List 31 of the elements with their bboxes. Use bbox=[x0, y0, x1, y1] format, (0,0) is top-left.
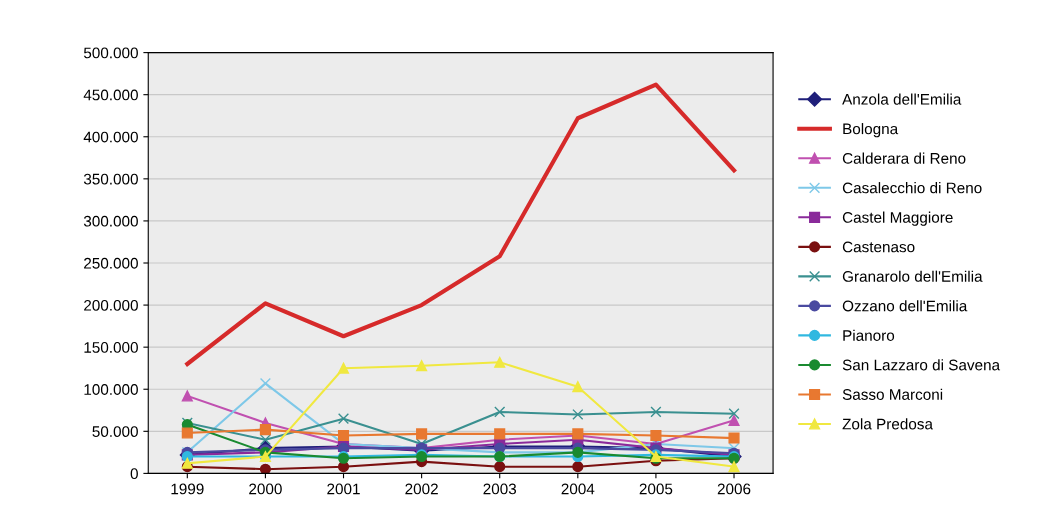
x-tick-label: 2000 bbox=[249, 483, 282, 495]
x-tick-label: 2006 bbox=[717, 483, 751, 495]
legend-label: Pianoro bbox=[843, 329, 895, 341]
legend-label: Ozzano dell'Emilia bbox=[842, 300, 968, 312]
y-tick-label: 400.000 bbox=[83, 131, 138, 143]
y-tick-label: 250.000 bbox=[84, 257, 138, 269]
legend-label: Castel Maggiore bbox=[842, 211, 953, 226]
x-tick-label: 2004 bbox=[561, 483, 595, 495]
x-tick-label: 1999 bbox=[171, 483, 204, 495]
legend-label: Granarolo dell'Emilia bbox=[842, 270, 983, 282]
legend-label: Zola Predosa bbox=[842, 418, 933, 430]
y-tick-label: 500.000 bbox=[83, 47, 138, 59]
x-tick-label: 2005 bbox=[639, 483, 673, 495]
x-tick-label: 2001 bbox=[327, 483, 360, 495]
y-tick-label: 350.000 bbox=[83, 173, 138, 185]
legend-label: Calderara di Reno bbox=[842, 152, 966, 164]
legend-label: Bologna bbox=[843, 123, 899, 138]
y-tick-label: 300.000 bbox=[83, 215, 138, 227]
legend-label: Castenaso bbox=[842, 241, 915, 253]
legend-label: Anzola dell'Emilia bbox=[842, 93, 962, 105]
x-tick-label: 2002 bbox=[405, 483, 438, 495]
y-tick-label: 50.000 bbox=[92, 426, 138, 438]
legend-label: Casalecchio di Reno bbox=[842, 182, 982, 194]
x-tick-label: 2003 bbox=[483, 483, 517, 495]
y-tick-label: 450.000 bbox=[83, 89, 138, 101]
y-tick-label: 100.000 bbox=[84, 384, 138, 395]
legend-label: Sasso Marconi bbox=[842, 388, 943, 400]
legend-label: San Lazzaro di Savena bbox=[842, 359, 1001, 371]
y-tick-label: 0 bbox=[130, 468, 138, 480]
y-tick-label: 150.000 bbox=[84, 342, 138, 353]
y-tick-label: 200.000 bbox=[84, 299, 138, 311]
